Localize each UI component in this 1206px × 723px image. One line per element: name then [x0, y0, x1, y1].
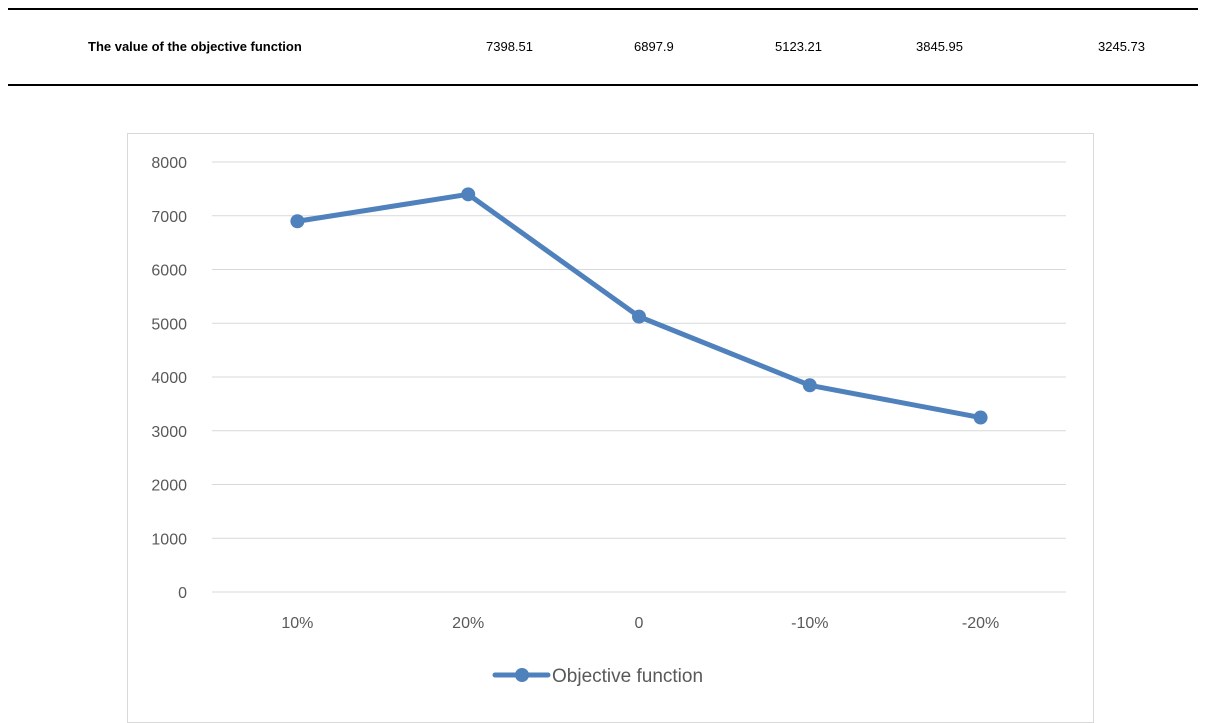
results-table: The value of the objective function 7398…	[8, 8, 1198, 86]
table-cell-5: 3245.73	[1098, 39, 1145, 54]
y-tick-label: 0	[178, 585, 187, 602]
table-bottom-rule	[8, 84, 1198, 86]
x-tick-label: 20%	[452, 615, 484, 632]
x-tick-label: 0	[635, 615, 644, 632]
data-point	[461, 187, 476, 202]
legend-label: Objective function	[552, 666, 703, 687]
y-tick-label: 2000	[151, 478, 187, 495]
x-tick-label: -20%	[962, 615, 999, 632]
table-cell-1: 7398.51	[486, 39, 533, 54]
y-tick-label: 3000	[151, 424, 187, 441]
y-tick-label: 4000	[151, 370, 187, 387]
y-tick-label: 7000	[151, 209, 187, 226]
series-line	[294, 191, 984, 421]
data-point	[632, 309, 646, 324]
y-tick-label: 6000	[151, 263, 187, 280]
row-label: The value of the objective function	[88, 39, 302, 54]
table-cell-2: 6897.9	[634, 39, 674, 54]
legend-marker	[515, 668, 529, 682]
table-cell-4: 3845.95	[916, 39, 963, 54]
y-tick-label: 8000	[151, 155, 187, 172]
table-top-rule	[8, 8, 1198, 10]
x-tick-label: -10%	[791, 615, 828, 632]
data-point	[290, 214, 305, 229]
table-row: The value of the objective function 7398…	[8, 10, 1198, 84]
y-tick-label: 5000	[151, 316, 187, 333]
data-point	[802, 378, 817, 393]
data-point	[973, 410, 988, 425]
x-tick-label: 10%	[281, 615, 313, 632]
y-tick-label: 1000	[151, 531, 187, 548]
table-cell-3: 5123.21	[775, 39, 822, 54]
